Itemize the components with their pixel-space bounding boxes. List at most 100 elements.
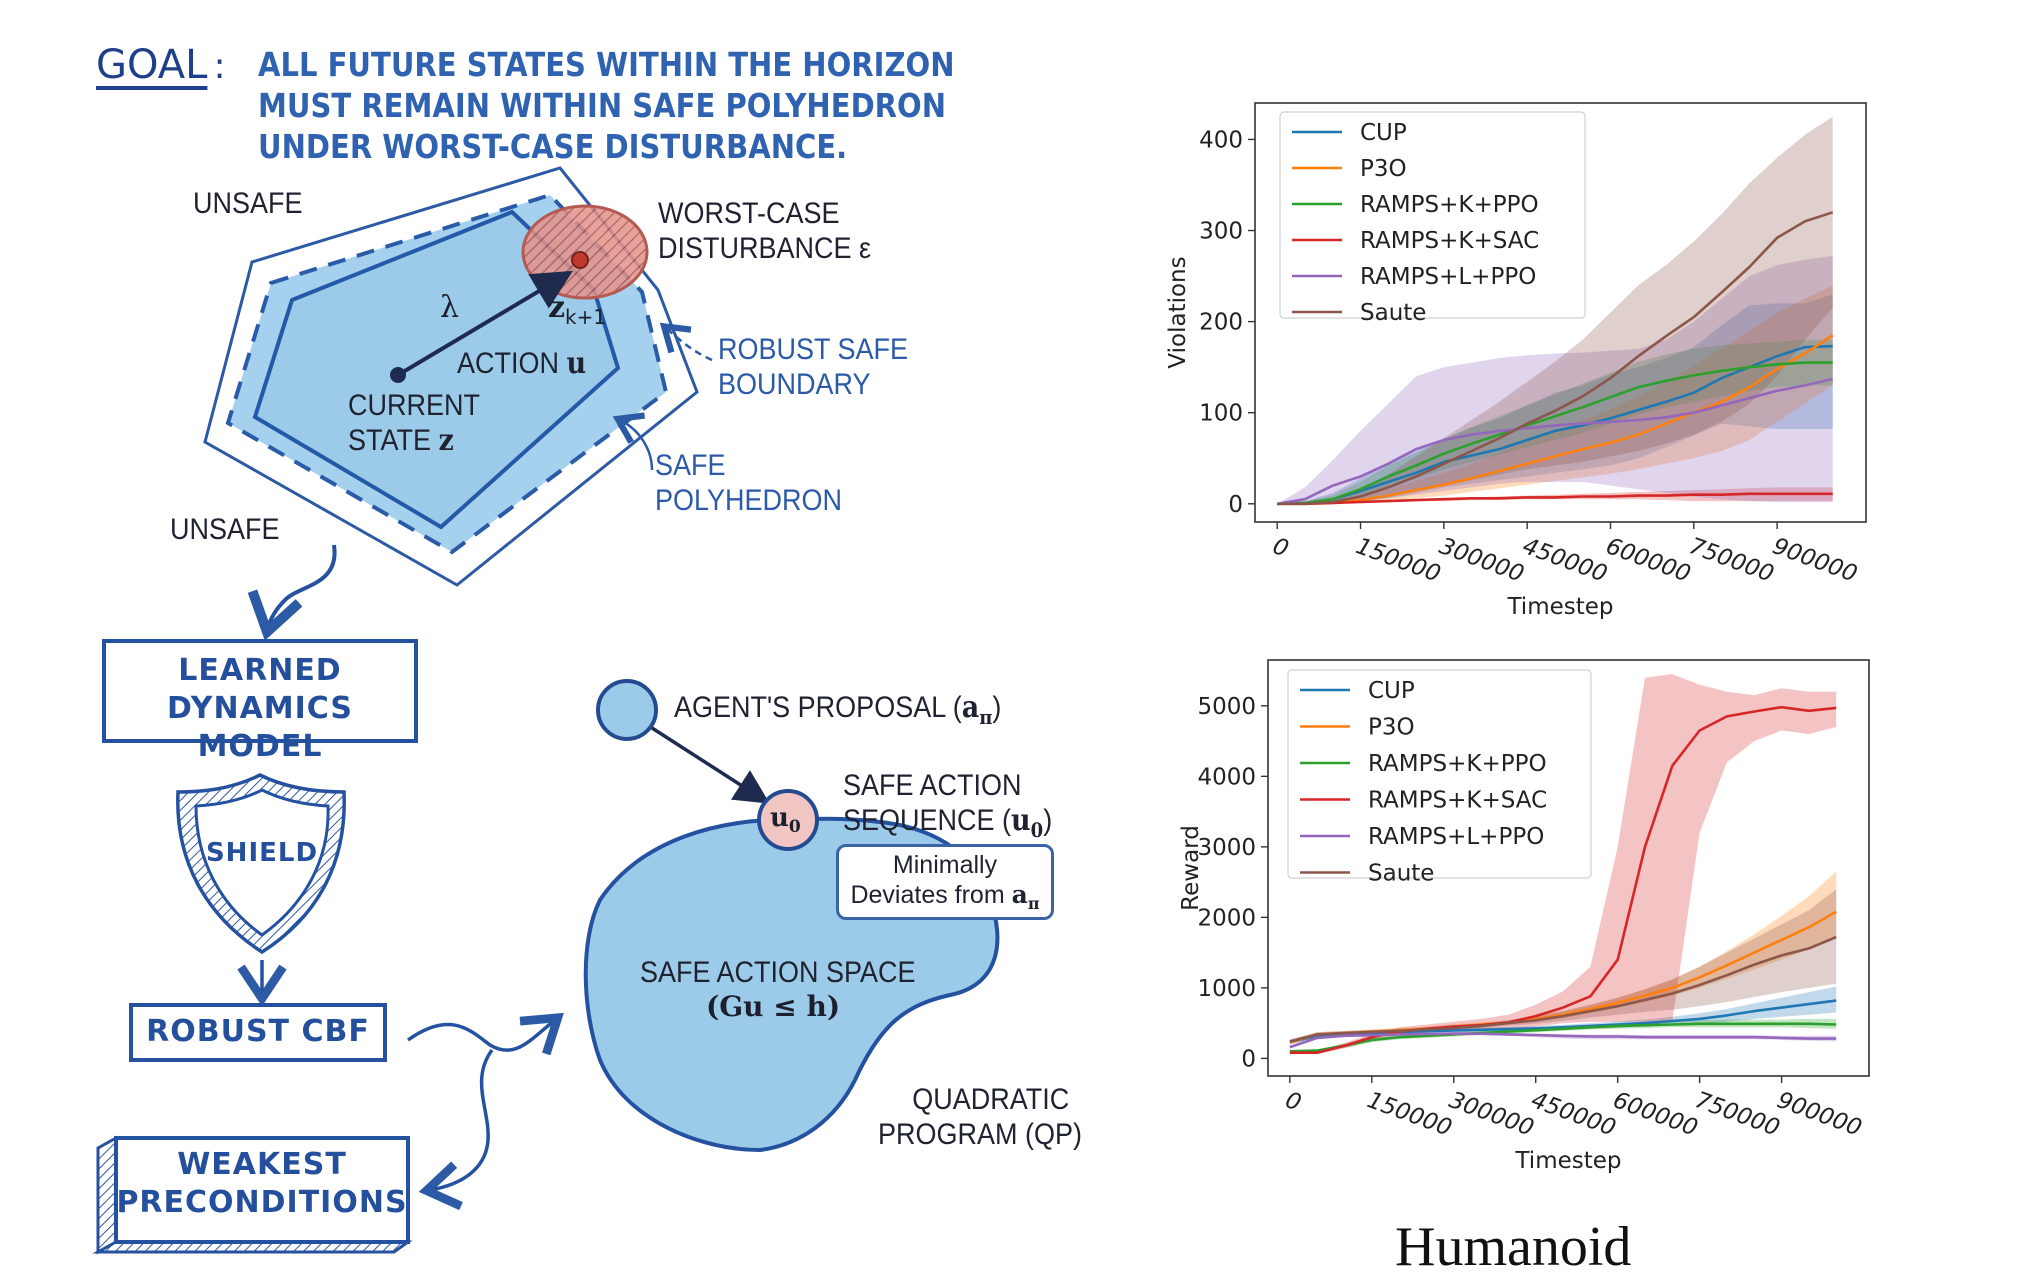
legend-box [1287,669,1592,879]
confidence-band-ramps-k-ppo [1277,339,1833,504]
safe-sequence-close: ) [1043,804,1053,837]
flow-arrow-to-model [268,544,337,628]
y-tick-label: 0 [1241,1046,1256,1072]
x-tick-label: 300000 [1446,1087,1537,1141]
x-tick-label: 750000 [1686,533,1777,587]
agent-close-paren: ) [992,691,1002,724]
legend: CUP P3O RAMPS+K+PPO RAMPS+K+SAC RAMPS+L+PPO S… [1279,111,1586,326]
y-tick-label: 4000 [1197,764,1256,790]
next-state-point [571,251,589,269]
action-text: ACTION [457,347,567,380]
action-symbol: u [566,346,587,381]
y-tick-label: 100 [1199,401,1243,427]
legend-label: RAMPS+K+SAC [1360,228,1539,254]
y-tick-label: 1000 [1197,976,1256,1002]
x-tick-label: 0 [1269,533,1292,562]
confidence-band-ramps-l-ppo [1277,256,1833,504]
robust-cbf-label: ROBUST CBF [146,1014,370,1049]
qp-label: QUADRATIC PROGRAM (QP) [878,1082,1082,1152]
y-axis-label: Violations [1165,256,1191,368]
x-tick-label: 750000 [1692,1087,1783,1141]
weakest-line: PRECONDITIONS [116,1185,408,1220]
safe-polyhedron-line: SAFE [655,449,726,482]
callout-line: Minimally [892,851,998,879]
learned-model-box [102,639,418,743]
current-state-symbol: z [438,423,454,458]
disturbance-region [521,204,649,300]
action-arrow [396,270,573,377]
u0-symbol: u [770,803,789,833]
x-tick-label: 600000 [1602,533,1693,587]
confidence-band-saute [1277,116,1833,504]
x-tick-label: 600000 [1610,1087,1701,1141]
safe-action-space-constraint: (Gu ≤ h) [706,990,841,1023]
y-tick-label: 400 [1199,127,1243,153]
agent-subscript: π [979,705,993,729]
plot-area [1289,674,1837,1055]
shield-icon [176,773,346,955]
safe-action-space-label: SAFE ACTION SPACE [640,955,916,990]
x-tick-label: 900000 [1774,1087,1865,1141]
safe-sequence-line: SEQUENCE ( [843,804,1012,837]
series-line-saute [1289,935,1837,1043]
safe-sequence-symbol: u [1011,803,1031,838]
x-tick-label: 450000 [1528,1087,1619,1141]
current-state-label: CURRENT STATE z [348,388,480,458]
robust-boundary-line: ROBUST SAFE [718,333,909,366]
weakest-preconditions-text: WEAKEST PRECONDITIONS [116,1146,408,1222]
next-state-symbol: z [548,290,566,325]
series-line-cup [1277,344,1833,506]
goal-label: GOAL [96,42,208,88]
safe-sequence-subscript: 0 [1030,818,1044,842]
plot-area [1276,116,1834,506]
legend-label: P3O [1368,715,1415,741]
legend: CUP P3O RAMPS+K+PPO RAMPS+K+SAC RAMPS+L+PPO S… [1287,669,1592,887]
safe-polyhedron-label: SAFE POLYHEDRON [655,448,842,518]
u0-circle-label: u0 [770,802,801,837]
robust-boundary-label: ROBUST SAFE BOUNDARY [718,332,908,402]
x-axis-label: Timestep [1514,1148,1621,1174]
series-line-ramps-l-ppo [1289,1032,1837,1049]
x-tick-label: 150000 [1352,533,1443,587]
goal-statement: ALL FUTURE STATES WITHIN THE HORIZON MUS… [258,44,955,167]
next-state-subscript: k+1 [565,305,607,329]
y-tick-label: 2000 [1197,905,1256,931]
lambda-label: λ [440,290,460,325]
goal-line: ALL FUTURE STATES WITHIN THE HORIZON [258,45,955,84]
outer-unsafe-boundary [203,166,699,587]
cbf-to-qp-arrow [406,1020,555,1050]
legend-label: RAMPS+L+PPO [1360,264,1536,290]
series-line-ramps-k-sac [1277,492,1833,506]
learned-model-line: LEARNED [178,653,342,688]
confidence-band-ramps-k-ppo [1289,1018,1837,1053]
series-line-p3o [1277,334,1834,506]
learned-model-line: DYNAMICS MODEL [167,691,353,764]
safe-polyhedron-pointer [620,420,654,471]
legend-label: Saute [1368,861,1434,887]
series-line-ramps-k-ppo [1277,361,1833,506]
series-line-ramps-l-ppo [1276,377,1833,506]
safe-sequence-line: SAFE ACTION [843,769,1022,802]
legend-label: P3O [1360,156,1407,182]
weakest-line: WEAKEST [177,1147,347,1182]
legend-box [1279,111,1586,319]
current-state-line: CURRENT [348,389,481,422]
plot-frame [1267,659,1870,1077]
safe-action-space-line: SAFE ACTION SPACE [640,956,916,989]
callout-line: Deviates from [850,881,1012,909]
x-tick-label: 900000 [1769,533,1860,587]
qp-line: QUADRATIC [912,1083,1070,1116]
worst-case-label: WORST-CASE DISTURBANCE ε [658,196,871,266]
y-tick-label: 300 [1199,219,1243,245]
x-axis-label: Timestep [1506,594,1613,620]
goal-heading: GOAL: [96,42,226,88]
weakest-box [114,1136,410,1244]
current-state-line: STATE [348,424,439,457]
plot-frame [1254,102,1867,523]
confidence-band-p3o [1277,285,1833,504]
u0-subscript: 0 [788,817,801,838]
weakest-box-shadow-side [96,1135,118,1255]
cbf-to-weakest-arrow [430,1048,494,1190]
reward-chart: 0 1000 2000 3000 4000 5000 0 150000300000450000… [1178,659,1870,1174]
safe-polyhedron-shape [252,209,621,530]
